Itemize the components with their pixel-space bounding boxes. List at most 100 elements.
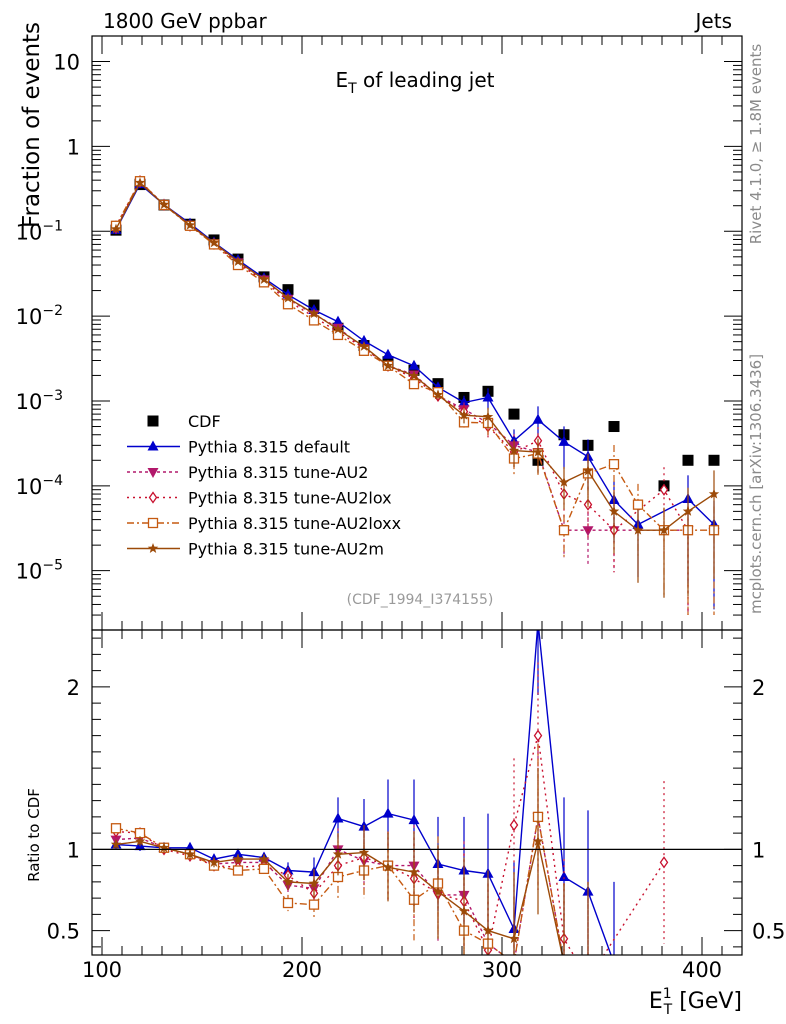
data-point	[558, 525, 570, 536]
data-point	[408, 364, 420, 376]
rivet-note: Rivet 4.1.0, ≥ 1.8M events	[747, 44, 765, 245]
data-point	[258, 274, 270, 284]
ratio-data-point	[482, 925, 494, 936]
ratio-data-point	[382, 807, 394, 818]
data-point	[532, 413, 544, 424]
data-point	[608, 505, 620, 516]
ratio-data-point	[509, 818, 519, 832]
data-point	[358, 340, 370, 351]
ratio-data-point	[332, 812, 344, 823]
data-point	[582, 465, 594, 476]
legend-marker	[147, 468, 159, 478]
ratio-y-tick-label-right: 0.5	[752, 920, 785, 944]
legend-entry: CDF	[188, 412, 221, 431]
ratio-data-point	[258, 853, 270, 864]
data-point	[382, 348, 394, 359]
data-point	[708, 454, 720, 466]
ratio-series-pythia-8-315-tune-au2lox	[111, 662, 669, 984]
ratio-data-point	[232, 853, 244, 864]
data-point	[608, 421, 620, 433]
data-point	[158, 199, 170, 210]
data-point	[632, 499, 644, 510]
ratio-y-tick-label-right: 1	[752, 838, 765, 862]
header-left-label: 1800 GeV ppbar	[103, 9, 267, 33]
main-y-tick-label: 10−1	[16, 218, 63, 244]
data-point	[432, 389, 444, 400]
legend: CDF Pythia 8.315 default Pythia 8.315 tune…	[127, 412, 401, 559]
data-point	[110, 223, 122, 234]
legend-entry: Pythia 8.315 tune-AU2m	[188, 540, 384, 559]
ratio-data-point	[508, 933, 520, 944]
data-point	[382, 360, 394, 371]
ratio-data-point	[560, 959, 569, 968]
data-point	[682, 454, 694, 466]
data-point	[408, 359, 420, 370]
ratio-series-pythia-8-315-default	[110, 630, 620, 967]
ratio-data-point	[110, 839, 122, 849]
main-y-axis-label: Fraction of events	[19, 22, 45, 228]
data-point	[682, 505, 694, 516]
ratio-y-tick-label: 0.5	[47, 920, 80, 944]
ratio-data-point	[432, 886, 444, 897]
ratio-data-point	[308, 899, 320, 910]
x-tick-label: 300	[482, 958, 522, 982]
main-y-tick-label: 10	[53, 51, 80, 75]
ratio-series-line	[115, 816, 564, 955]
ratio-series-line	[115, 816, 564, 955]
legend-marker	[147, 543, 159, 553]
legend-marker	[148, 491, 158, 504]
main-axes: 10 1 10−1 10−2 10−3 10−4 10−5	[16, 36, 743, 631]
data-point	[308, 315, 320, 326]
x-tick-label: 100	[82, 958, 122, 982]
ratio-data-point	[659, 856, 669, 869]
ratio-data-point	[583, 959, 594, 969]
legend-marker	[147, 415, 159, 427]
data-point	[558, 435, 570, 446]
ratio-data-point	[533, 729, 543, 742]
legend-entry: Pythia 8.315 tune-AU2lox	[188, 489, 392, 508]
ratio-data-point	[232, 848, 244, 859]
data-point	[282, 299, 294, 310]
ratio-axes: 0.5 0.5 1 1 2 2 100 200 300 400	[47, 630, 785, 982]
main-y-tick-label: 10−5	[16, 558, 63, 584]
ratio-data-point	[408, 814, 420, 825]
ratio-y-tick-label: 2	[67, 676, 80, 700]
ratio-y-axis-label: Ratio to CDF	[25, 788, 43, 882]
ratio-frame	[91, 629, 743, 956]
data-point	[134, 177, 146, 188]
ratio-y-tick-label: 1	[67, 838, 80, 862]
ratio-data-point	[232, 865, 244, 876]
ratio-y-tick-label-right: 2	[752, 676, 765, 700]
ratio-data-point	[158, 842, 170, 853]
legend-entry: Pythia 8.315 tune-AU2	[188, 463, 368, 482]
ratio-data-point	[559, 959, 570, 969]
legend-marker	[147, 517, 159, 529]
data-point	[708, 488, 720, 499]
data-point	[608, 459, 620, 470]
data-point	[408, 378, 420, 390]
data-point	[508, 445, 520, 456]
data-point	[332, 315, 344, 326]
legend-entry: Pythia 8.315 default	[188, 438, 350, 457]
ratio-data-point	[110, 823, 122, 834]
x-axis-label: E1 T [GeV]	[649, 986, 742, 1018]
data-point	[208, 237, 220, 248]
ratio-data-point	[585, 974, 592, 984]
ratio-data-point	[558, 871, 570, 881]
data-point	[282, 292, 294, 303]
ratio-data-point	[609, 957, 620, 967]
main-y-tick-label: 1	[67, 135, 80, 159]
ratio-data-point	[282, 897, 294, 909]
data-point	[659, 483, 669, 496]
data-point	[658, 524, 670, 535]
ratio-data-point	[358, 847, 370, 858]
data-point	[632, 524, 644, 535]
data-point	[532, 446, 544, 457]
data-point	[458, 409, 470, 420]
data-point	[458, 396, 470, 407]
legend-entry: Pythia 8.315 tune-AU2loxx	[188, 514, 401, 533]
ratio-data-point	[583, 958, 593, 968]
ratio-data-point	[408, 866, 420, 877]
ratio-data-point	[282, 876, 294, 887]
main-y-tick-label: 10−3	[16, 388, 63, 414]
